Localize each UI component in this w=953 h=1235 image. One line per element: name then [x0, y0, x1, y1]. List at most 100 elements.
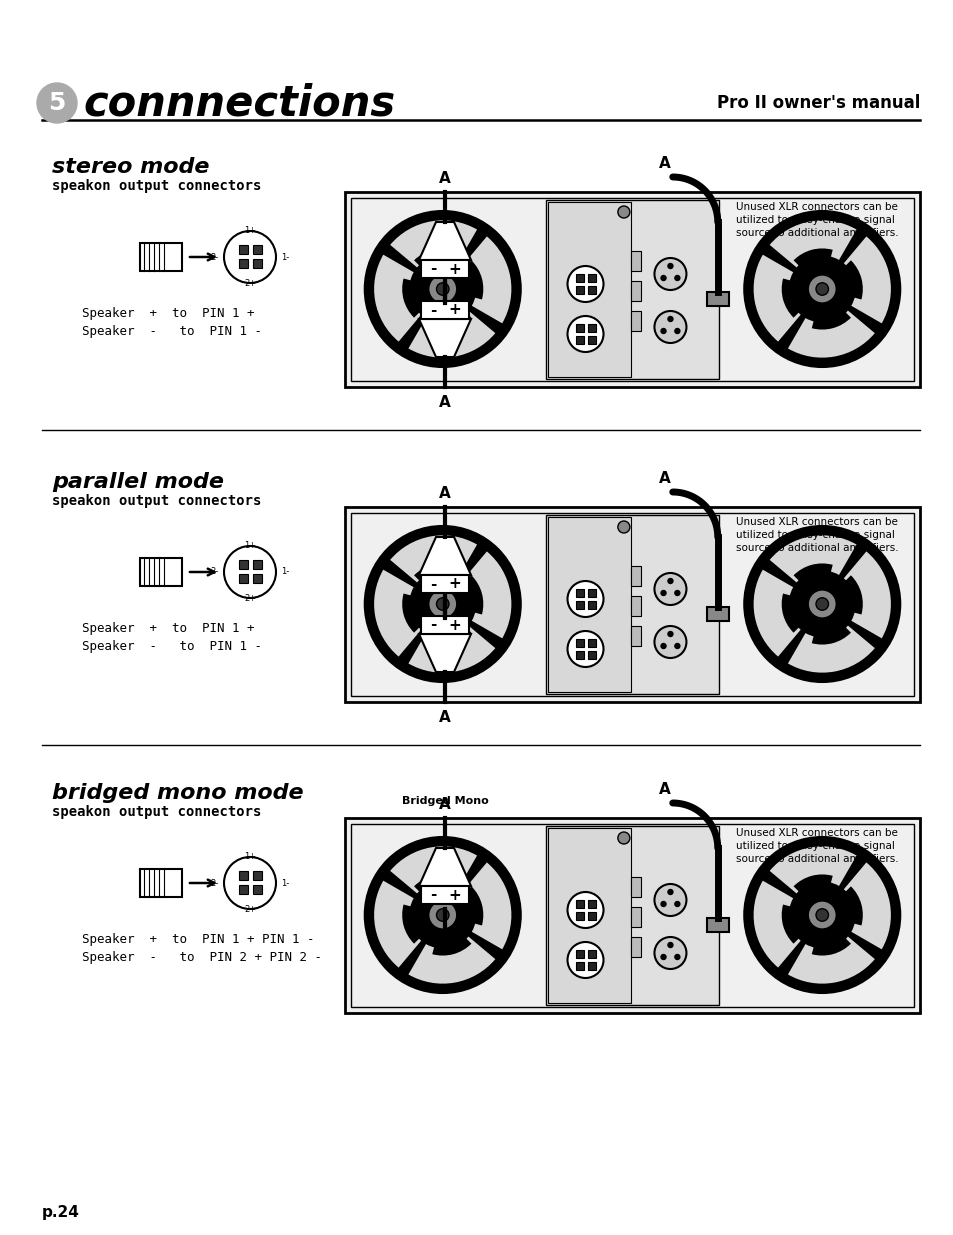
Circle shape: [364, 837, 520, 993]
Circle shape: [567, 942, 603, 978]
Bar: [587, 962, 595, 969]
Text: +: +: [448, 888, 461, 903]
Circle shape: [667, 316, 672, 321]
Circle shape: [660, 643, 665, 648]
Bar: [345, 818, 919, 1013]
Text: 2-: 2-: [211, 878, 219, 888]
Circle shape: [654, 573, 686, 605]
Wedge shape: [390, 220, 476, 268]
Text: -: -: [430, 262, 436, 277]
Wedge shape: [769, 535, 856, 583]
Circle shape: [224, 546, 275, 598]
Bar: [630, 877, 640, 897]
Circle shape: [667, 889, 672, 894]
Circle shape: [428, 275, 456, 303]
Text: Speaker  -   to  PIN 1 -: Speaker - to PIN 1 -: [82, 325, 262, 338]
Bar: [239, 574, 248, 583]
Bar: [548, 827, 630, 1003]
Circle shape: [674, 275, 679, 280]
Bar: [253, 559, 262, 569]
Text: +: +: [448, 618, 461, 632]
Polygon shape: [418, 634, 471, 672]
Wedge shape: [769, 220, 856, 268]
Text: Bridged Mono: Bridged Mono: [401, 797, 488, 806]
Bar: [630, 937, 640, 957]
Wedge shape: [390, 846, 476, 893]
Circle shape: [618, 206, 629, 219]
Bar: [575, 900, 583, 908]
Bar: [575, 324, 583, 332]
Bar: [351, 513, 913, 697]
Bar: [575, 601, 583, 609]
Text: 1+: 1+: [244, 226, 255, 235]
Text: stereo mode: stereo mode: [52, 157, 210, 177]
Circle shape: [224, 231, 275, 283]
Wedge shape: [753, 569, 800, 657]
Wedge shape: [390, 535, 476, 583]
Bar: [253, 245, 262, 254]
Bar: [587, 274, 595, 282]
Circle shape: [743, 526, 900, 682]
Wedge shape: [781, 594, 805, 632]
Circle shape: [364, 526, 520, 682]
Bar: [630, 282, 640, 301]
Text: speakon output connectors: speakon output connectors: [52, 494, 261, 508]
Bar: [587, 651, 595, 659]
Wedge shape: [769, 846, 856, 893]
Bar: [587, 950, 595, 958]
Text: A: A: [438, 797, 451, 811]
Text: 1-: 1-: [281, 878, 289, 888]
Bar: [548, 517, 630, 692]
Circle shape: [660, 329, 665, 333]
Bar: [239, 259, 248, 268]
Wedge shape: [458, 887, 483, 925]
Bar: [253, 574, 262, 583]
Text: 1-: 1-: [281, 568, 289, 577]
Circle shape: [807, 590, 836, 618]
Circle shape: [654, 311, 686, 343]
Circle shape: [618, 832, 629, 844]
Wedge shape: [842, 862, 890, 950]
Text: connnections: connnections: [83, 82, 395, 124]
Circle shape: [815, 598, 827, 610]
Wedge shape: [793, 248, 832, 273]
Bar: [575, 962, 583, 969]
Wedge shape: [432, 305, 471, 330]
Circle shape: [654, 626, 686, 658]
Bar: [587, 287, 595, 294]
Bar: [140, 869, 182, 897]
Bar: [239, 559, 248, 569]
Circle shape: [654, 258, 686, 290]
Circle shape: [567, 892, 603, 927]
Wedge shape: [753, 881, 800, 967]
Text: A: A: [659, 782, 670, 797]
Bar: [706, 918, 728, 932]
Circle shape: [567, 266, 603, 303]
Text: Pro II owner's manual: Pro II owner's manual: [716, 94, 919, 112]
Circle shape: [654, 884, 686, 916]
Wedge shape: [432, 620, 471, 645]
Circle shape: [618, 521, 629, 534]
Bar: [420, 885, 469, 904]
Text: A: A: [659, 156, 670, 170]
Bar: [239, 871, 248, 881]
Circle shape: [660, 275, 665, 280]
Circle shape: [37, 83, 77, 124]
Text: A: A: [659, 471, 670, 487]
Text: 2+: 2+: [244, 905, 255, 914]
Circle shape: [674, 590, 679, 595]
Wedge shape: [753, 254, 800, 342]
Text: -: -: [430, 618, 436, 632]
Bar: [548, 203, 630, 377]
Wedge shape: [414, 874, 453, 898]
Bar: [351, 198, 913, 382]
Bar: [420, 261, 469, 278]
Circle shape: [743, 837, 900, 993]
Wedge shape: [787, 626, 874, 673]
Wedge shape: [464, 236, 511, 324]
Bar: [575, 911, 583, 920]
Text: 2-: 2-: [211, 568, 219, 577]
Wedge shape: [464, 862, 511, 950]
Circle shape: [654, 937, 686, 969]
Circle shape: [815, 909, 827, 921]
